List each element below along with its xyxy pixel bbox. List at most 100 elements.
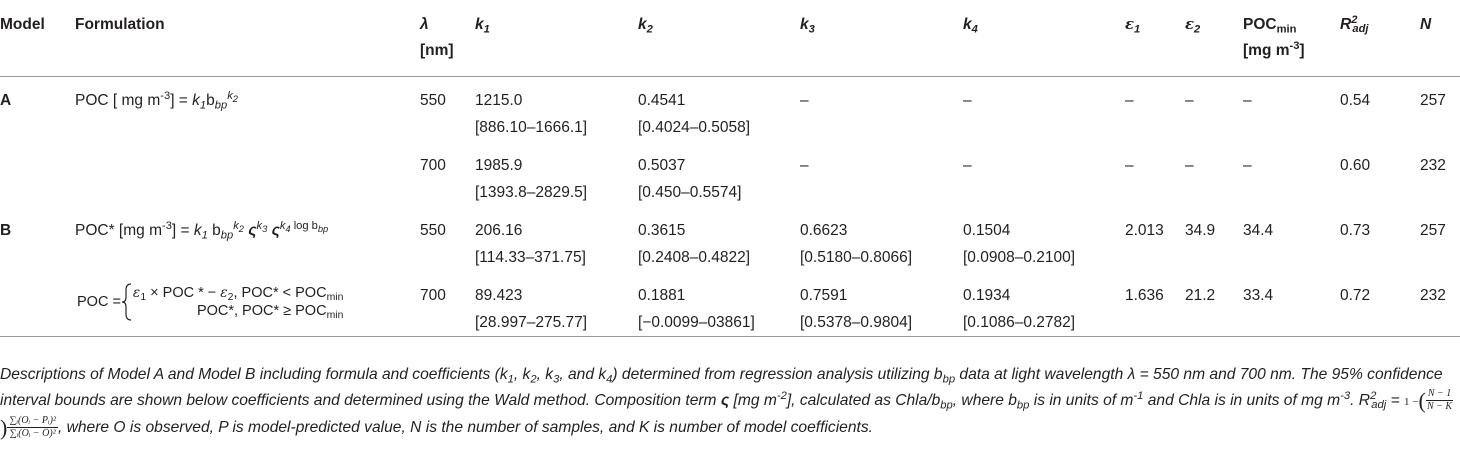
text: 4 xyxy=(285,223,291,234)
text: bp xyxy=(940,399,953,412)
table-cell: – xyxy=(1243,142,1340,207)
text: 4 xyxy=(606,373,613,386)
table-cell: 0.3615 [0.2408–0.4822] xyxy=(638,207,800,272)
cell-line: 1.636 xyxy=(1125,282,1185,309)
piecewise: POC = ε1 × POC * − ε2, POC* < POCmin POC*,… xyxy=(77,282,343,322)
table-cell: 206.16 [114.33–371.75] xyxy=(475,207,638,272)
table-cell: 550 xyxy=(420,207,475,272)
text: – xyxy=(1185,157,1194,174)
cell-line: POC* [mg m-3] = k1 bbpk2 ςk3 ςk4 log bbp xyxy=(75,217,420,244)
text: POC*, POC* ≥ POC xyxy=(196,303,327,319)
text: k xyxy=(963,16,972,33)
cell-line: – xyxy=(800,87,963,114)
text: POC = xyxy=(77,294,121,310)
text: 232 xyxy=(1420,157,1446,174)
text: 3 xyxy=(808,23,815,36)
column-header: k3 xyxy=(800,0,963,77)
column-header: ε2 xyxy=(1185,0,1243,77)
text: 700 xyxy=(420,287,446,304)
cell-line: [nm] xyxy=(420,38,475,64)
text: 2 xyxy=(232,93,238,104)
text: k xyxy=(800,16,809,33)
column-header: ε1 xyxy=(1125,0,1185,77)
table-cell: 0.1881 [−0.0099–03861] xyxy=(638,272,800,337)
text: = xyxy=(1386,392,1405,409)
cell-line: 0.1881 xyxy=(638,282,800,309)
text: [0.4024–0.5058] xyxy=(638,119,751,136)
text: b xyxy=(207,222,221,239)
text: 0.5037 xyxy=(638,157,686,174)
text: 257 xyxy=(1420,222,1446,239)
cases: ε1 × POC * − ε2, POC* < POCmin POC*, POC*… xyxy=(133,284,344,321)
cell-line: 0.54 xyxy=(1340,87,1420,114)
text: – xyxy=(1243,92,1252,109)
cell-line: [0.4024–0.5058] xyxy=(638,114,800,141)
text: 1 xyxy=(1133,23,1141,36)
text: [0.5378–0.9804] xyxy=(800,314,913,331)
table-cell: – xyxy=(1243,77,1340,143)
text: , and k xyxy=(559,366,607,383)
cell-line: 0.6623 xyxy=(800,217,963,244)
text: POC* [mg m xyxy=(75,222,162,239)
text: 34.9 xyxy=(1185,222,1216,239)
text: ] xyxy=(1299,42,1305,59)
table-cell: – xyxy=(1185,77,1243,143)
table-caption: Descriptions of Model A and Model B incl… xyxy=(0,362,1455,441)
text: 1985.9 xyxy=(475,157,523,174)
table-cell: 0.54 xyxy=(1340,77,1420,143)
table-cell: 700 xyxy=(420,142,475,207)
text: 2 xyxy=(530,373,537,386)
text: [1393.8–2829.5] xyxy=(475,184,588,201)
cell-line: 0.7591 xyxy=(800,282,963,309)
text: . R xyxy=(1350,392,1371,409)
cell-line: B xyxy=(0,217,75,244)
text: -3 xyxy=(1340,389,1351,402)
text: 4 xyxy=(971,23,978,36)
table-cell: 33.4 xyxy=(1243,272,1340,337)
column-header: λ [nm] xyxy=(420,0,475,77)
text: ) xyxy=(0,414,8,440)
table-row: B POC* [mg m-3] = k1 bbpk2 ςk3 ςk4 log bb… xyxy=(0,207,1460,272)
text: -2 xyxy=(776,389,787,402)
text: [0.1086–0.2782] xyxy=(963,314,1076,331)
cell-line: k4 xyxy=(963,12,1125,38)
text: 232 xyxy=(1420,287,1446,304)
cell-line: 0.1504 xyxy=(963,217,1125,244)
cell-line: [0.5180–0.8066] xyxy=(800,244,963,271)
table-cell: – xyxy=(800,142,963,207)
column-header: N xyxy=(1420,0,1460,77)
text: k xyxy=(193,222,202,239)
cell-line: 550 xyxy=(420,87,475,114)
column-header: k1 xyxy=(475,0,638,77)
text: R xyxy=(1340,16,1352,33)
column-header: Model xyxy=(0,0,75,77)
fraction: ∑ᵢ(Oᵢ − Pᵢ)² ∑ᵢ(Oᵢ − Ō)² xyxy=(7,415,58,440)
text: [114.33–371.75] xyxy=(475,249,586,266)
cell-line: A xyxy=(0,87,75,114)
text: k xyxy=(227,89,233,102)
cell-line: 257 xyxy=(1420,217,1460,244)
table-body: A POC [ mg m-3] = k1bbpk2 550 1215.0 [886.10… xyxy=(0,77,1460,337)
text: is in units of m xyxy=(1029,392,1134,409)
cell-line: 0.1934 xyxy=(963,282,1125,309)
cell-line: 89.423 xyxy=(475,282,638,309)
text: 0.1881 xyxy=(638,287,686,304)
table-cell: 21.2 xyxy=(1185,272,1243,337)
text: 700 xyxy=(420,157,446,174)
text: k xyxy=(192,92,200,109)
table-cell: 700 xyxy=(420,272,475,337)
brace-path xyxy=(121,283,131,321)
text: 1215.0 xyxy=(475,92,523,109)
cell-line: – xyxy=(963,152,1125,179)
brace xyxy=(121,283,131,321)
text: [0.2408–0.4822] xyxy=(638,249,751,266)
text: -3 xyxy=(1289,39,1300,52)
text: 3 xyxy=(553,373,560,386)
text: min xyxy=(326,292,344,304)
table-row: 700 1985.9 [1393.8–2829.5] 0.5037 [0.450–0.5… xyxy=(0,142,1460,207)
cell-line: 34.4 xyxy=(1243,217,1340,244)
column-header: POCmin [mg m-3] xyxy=(1243,0,1340,77)
text: 33.4 xyxy=(1243,287,1274,304)
text: [0.0908–0.2100] xyxy=(963,249,1076,266)
table-cell: 232 xyxy=(1420,272,1460,337)
